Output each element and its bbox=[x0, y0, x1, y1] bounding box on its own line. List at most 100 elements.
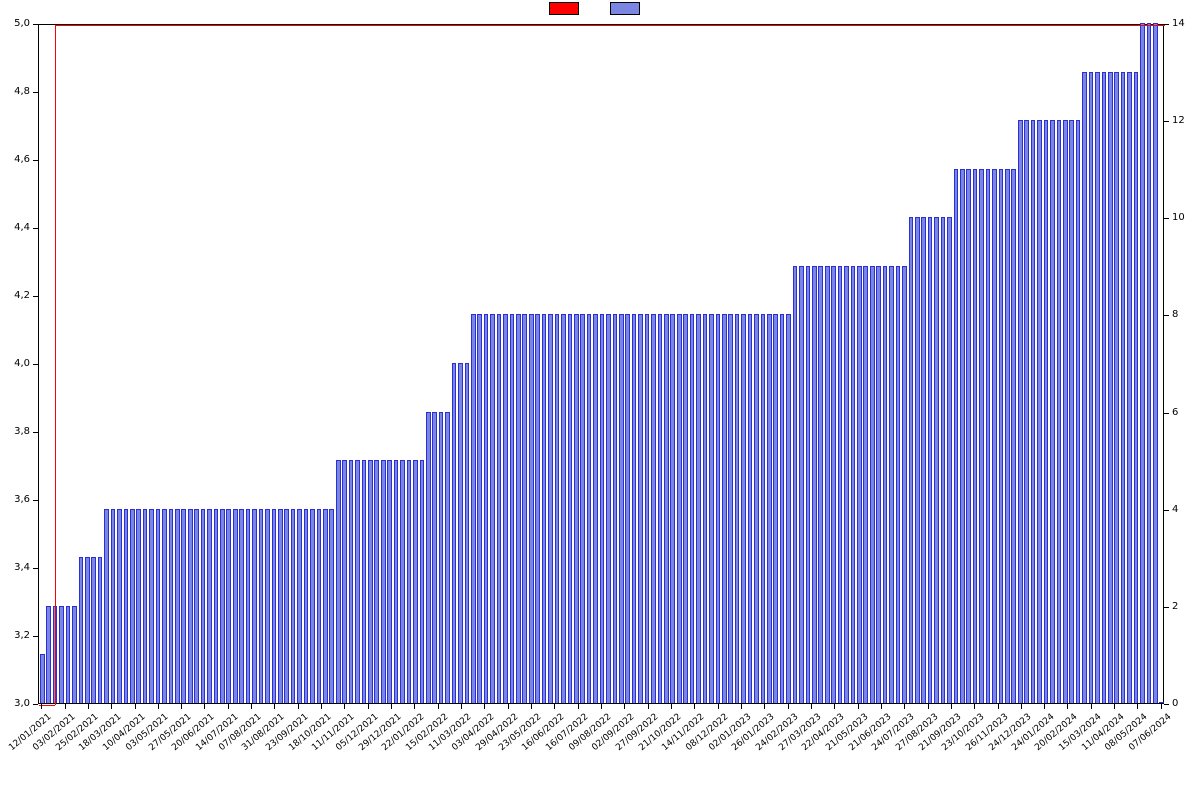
xtick-mark bbox=[1091, 704, 1092, 709]
bar bbox=[664, 314, 669, 703]
bar bbox=[793, 266, 798, 703]
bar bbox=[606, 314, 611, 703]
bar bbox=[670, 314, 675, 703]
bar bbox=[136, 509, 141, 703]
bar bbox=[580, 314, 585, 703]
xtick-mark bbox=[438, 704, 439, 709]
bar bbox=[79, 557, 84, 703]
chart-stage: 3,03,23,43,63,84,04,24,44,64,85,00246810… bbox=[0, 0, 1200, 800]
bar bbox=[452, 363, 457, 703]
legend-swatch-blue bbox=[610, 2, 640, 15]
bar bbox=[484, 314, 489, 703]
bar bbox=[458, 363, 463, 703]
ytick-label-left: 3,2 bbox=[0, 630, 30, 641]
bar bbox=[40, 654, 45, 703]
ytick-label-left: 3,4 bbox=[0, 562, 30, 573]
bar bbox=[188, 509, 193, 703]
xtick-mark bbox=[298, 704, 299, 709]
bar bbox=[748, 314, 753, 703]
bar bbox=[883, 266, 888, 703]
bar bbox=[1011, 169, 1016, 703]
bar bbox=[66, 606, 71, 703]
xtick-mark bbox=[881, 704, 882, 709]
bar bbox=[851, 266, 856, 703]
xtick-mark bbox=[974, 704, 975, 709]
bar bbox=[246, 509, 251, 703]
bar bbox=[761, 314, 766, 703]
xtick-mark bbox=[414, 704, 415, 709]
bar bbox=[542, 314, 547, 703]
bar bbox=[387, 460, 392, 703]
bar bbox=[465, 363, 470, 703]
bar bbox=[1063, 120, 1068, 703]
bar bbox=[1121, 72, 1126, 703]
bar bbox=[857, 266, 862, 703]
bar bbox=[979, 169, 984, 703]
bar bbox=[658, 314, 663, 703]
bar bbox=[954, 169, 959, 703]
xtick-mark bbox=[998, 704, 999, 709]
bar bbox=[735, 314, 740, 703]
legend-item-blue bbox=[610, 2, 651, 15]
legend-label-blue bbox=[647, 3, 651, 15]
bar bbox=[1134, 72, 1139, 703]
ytick-mark-right bbox=[1164, 218, 1169, 219]
bar bbox=[838, 266, 843, 703]
xtick-mark bbox=[158, 704, 159, 709]
bar bbox=[510, 314, 515, 703]
bar bbox=[1024, 120, 1029, 703]
bar bbox=[349, 460, 354, 703]
bar bbox=[825, 266, 830, 703]
bar bbox=[374, 460, 379, 703]
bar bbox=[915, 217, 920, 703]
bar bbox=[574, 314, 579, 703]
bar bbox=[973, 169, 978, 703]
bar bbox=[284, 509, 289, 703]
bar bbox=[201, 509, 206, 703]
bar bbox=[1102, 72, 1107, 703]
bar bbox=[117, 509, 122, 703]
ytick-label-right: 0 bbox=[1172, 698, 1178, 709]
bar bbox=[999, 169, 1004, 703]
bar bbox=[265, 509, 270, 703]
ytick-mark-left bbox=[33, 228, 38, 229]
bar bbox=[818, 266, 823, 703]
bar bbox=[156, 509, 161, 703]
bar bbox=[870, 266, 875, 703]
bar bbox=[233, 509, 238, 703]
xtick-mark bbox=[461, 704, 462, 709]
bar bbox=[728, 314, 733, 703]
ytick-mark-left bbox=[33, 704, 38, 705]
ytick-label-left: 4,6 bbox=[0, 154, 30, 165]
bar bbox=[304, 509, 309, 703]
xtick-mark bbox=[601, 704, 602, 709]
bar bbox=[362, 460, 367, 703]
bar bbox=[947, 217, 952, 703]
xtick-mark bbox=[274, 704, 275, 709]
bar bbox=[1159, 702, 1164, 703]
bar bbox=[355, 460, 360, 703]
bar bbox=[786, 314, 791, 703]
bar bbox=[272, 509, 277, 703]
bar bbox=[934, 217, 939, 703]
bar bbox=[529, 314, 534, 703]
ytick-label-right: 2 bbox=[1172, 601, 1178, 612]
bar bbox=[252, 509, 257, 703]
bar bbox=[960, 169, 965, 703]
bar bbox=[741, 314, 746, 703]
ytick-mark-left bbox=[33, 568, 38, 569]
xtick-mark bbox=[484, 704, 485, 709]
ytick-label-right: 4 bbox=[1172, 504, 1178, 515]
xtick-mark bbox=[554, 704, 555, 709]
xtick-mark bbox=[65, 704, 66, 709]
xtick-mark bbox=[858, 704, 859, 709]
bar bbox=[1031, 120, 1036, 703]
xtick-mark bbox=[88, 704, 89, 709]
legend-item-red bbox=[549, 2, 590, 15]
bar bbox=[226, 509, 231, 703]
bar bbox=[812, 266, 817, 703]
red-line-rise bbox=[55, 25, 56, 705]
xtick-mark bbox=[531, 704, 532, 709]
xtick-mark bbox=[671, 704, 672, 709]
xtick-mark bbox=[344, 704, 345, 709]
